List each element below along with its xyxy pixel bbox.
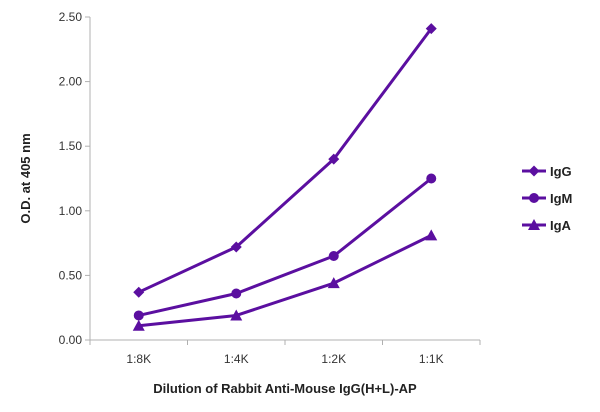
series-line-iga	[138, 234, 432, 328]
y-tick-label: 0.00	[59, 333, 83, 347]
data-point	[425, 23, 437, 35]
legend-marker	[528, 219, 540, 230]
x-axis-title: Dilution of Rabbit Anti-Mouse IgG(H+L)-A…	[153, 381, 417, 396]
x-ticks: 1:8K 1:4K 1:2K 1:1K	[89, 340, 481, 366]
x-tick-label: 1:2K	[321, 352, 346, 366]
series-line-igm	[138, 177, 433, 317]
series-layer	[132, 23, 438, 331]
legend-label: IgM	[550, 191, 572, 206]
series-line-igg	[138, 27, 433, 294]
series-igm	[133, 173, 437, 321]
legend-item: IgA	[522, 218, 572, 233]
series-igg	[133, 23, 437, 298]
data-point	[328, 251, 339, 262]
legend-item: IgG	[522, 164, 572, 179]
data-point	[133, 286, 145, 298]
legend-marker	[528, 165, 540, 177]
legend-item: IgM	[522, 191, 572, 206]
x-tick-label: 1:1K	[419, 352, 444, 366]
data-point	[230, 309, 243, 321]
legend: IgG IgM IgA	[522, 164, 572, 233]
series-iga	[132, 229, 438, 331]
data-point	[231, 288, 242, 299]
data-point	[230, 241, 242, 253]
legend-marker	[529, 193, 539, 203]
x-tick-label: 1:4K	[224, 352, 249, 366]
y-tick-label: 2.50	[59, 10, 83, 24]
data-point	[425, 229, 438, 241]
y-tick-label: 2.00	[59, 75, 83, 89]
y-tick-label: 1.50	[59, 139, 83, 153]
y-tick-label: 1.00	[59, 204, 83, 218]
y-tick-label: 0.50	[59, 268, 83, 282]
legend-label: IgA	[550, 218, 572, 233]
x-tick-label: 1:8K	[126, 352, 151, 366]
data-point	[133, 310, 144, 321]
legend-label: IgG	[550, 164, 572, 179]
data-point	[328, 153, 340, 165]
y-ticks: 0.00 0.50 1.00 1.50 2.00 2.50	[59, 10, 90, 347]
data-point	[132, 319, 145, 331]
y-axis-title: O.D. at 405 nm	[18, 133, 33, 223]
axes	[89, 17, 480, 341]
data-point	[426, 173, 437, 184]
data-point	[327, 277, 340, 289]
